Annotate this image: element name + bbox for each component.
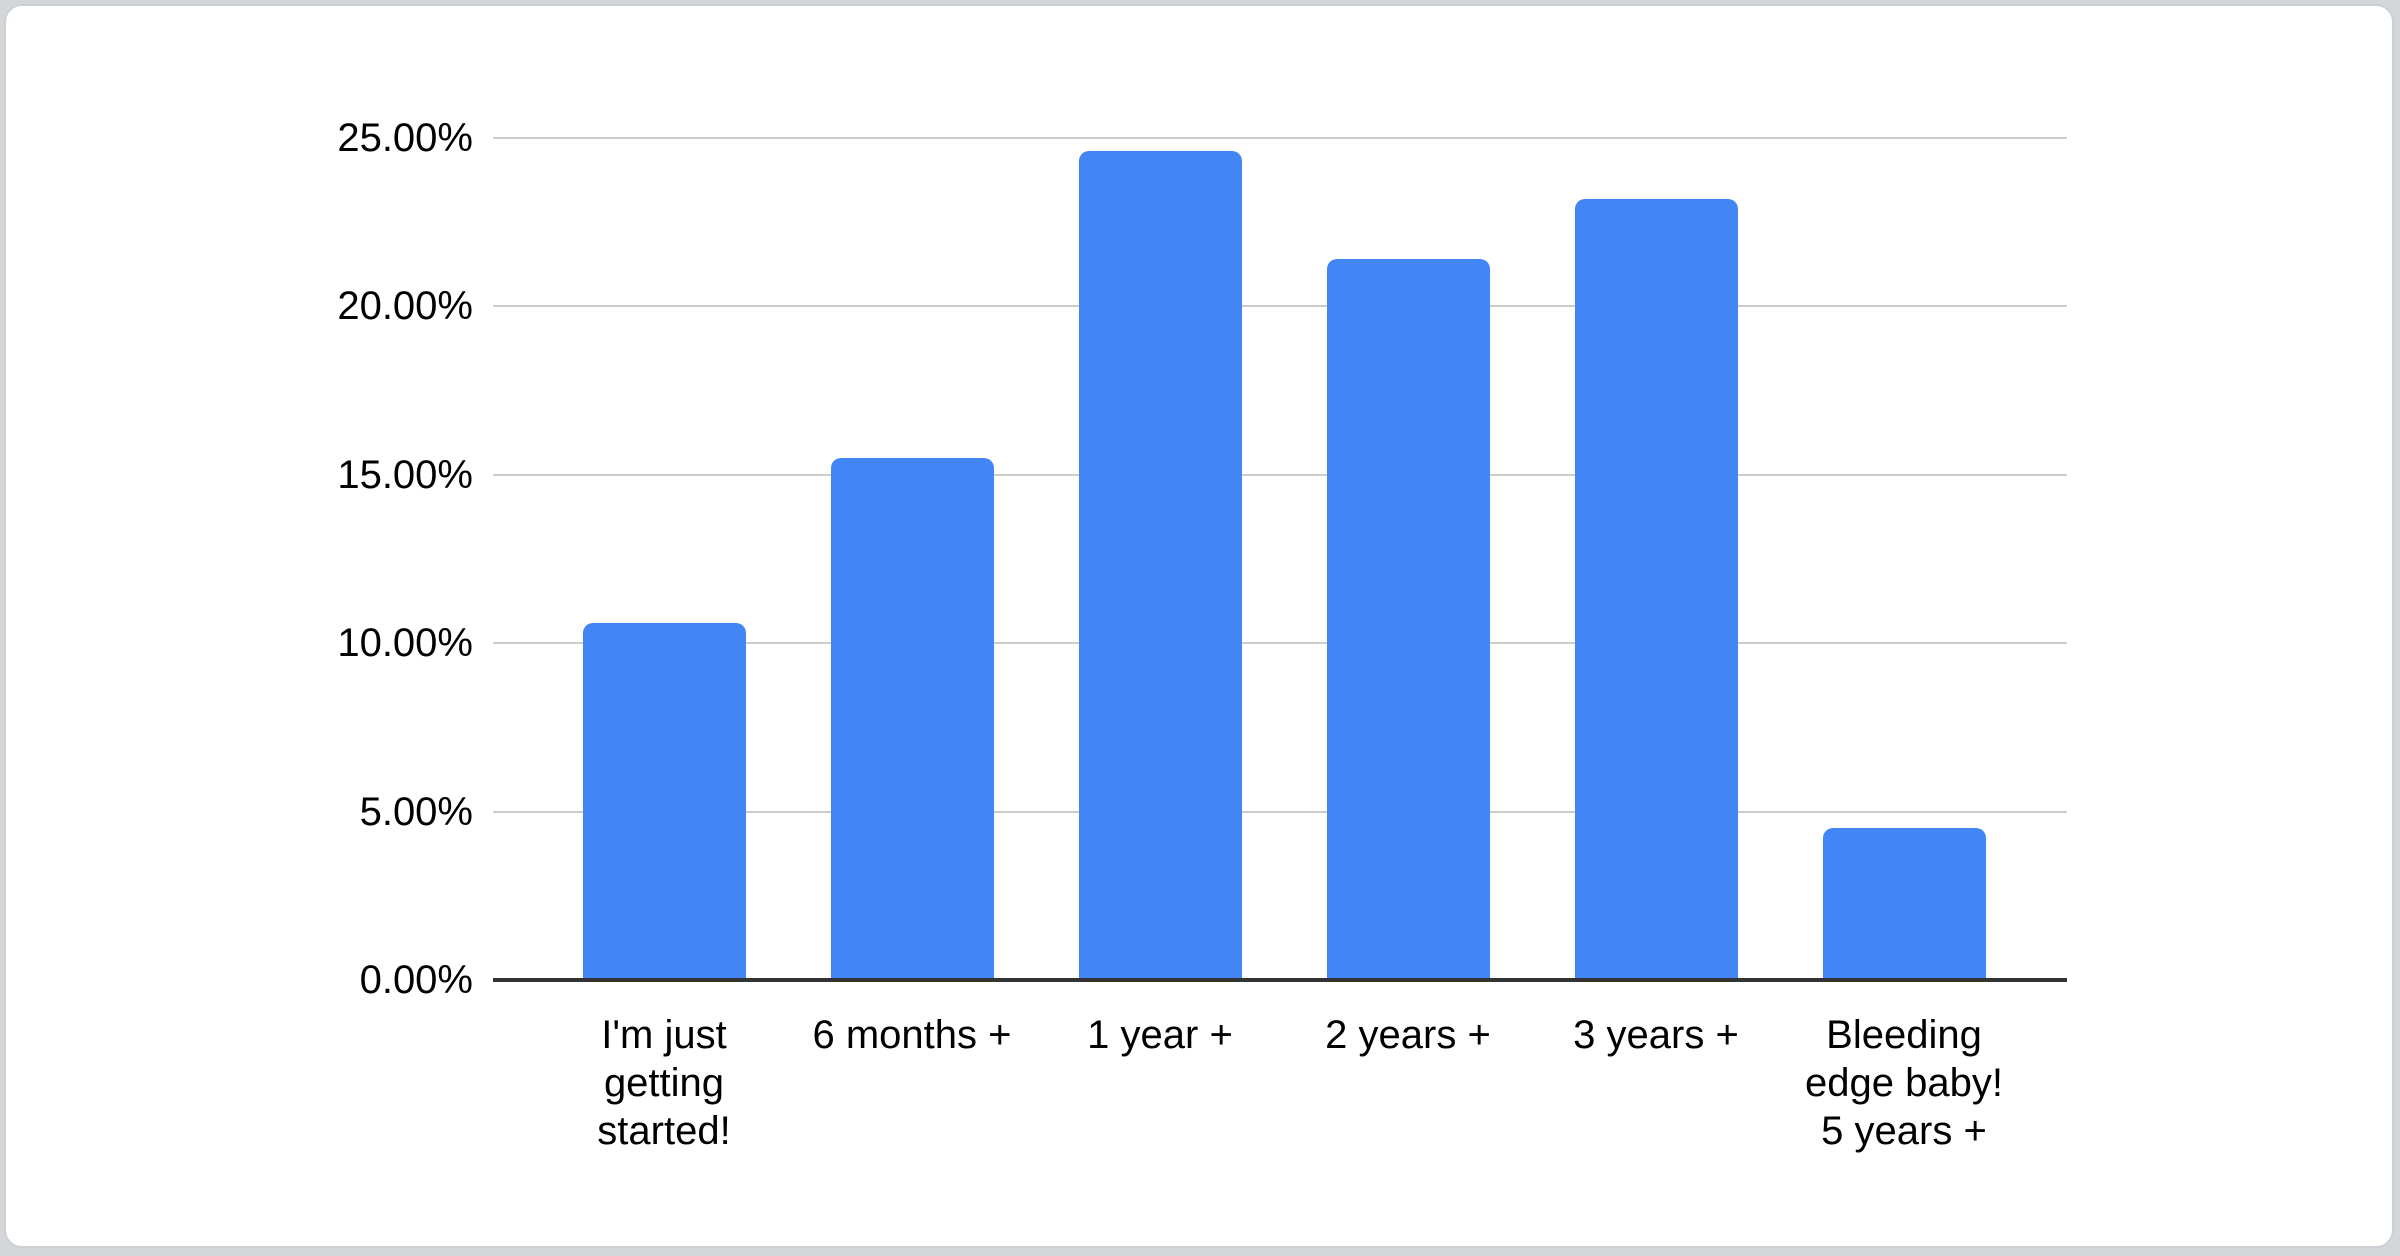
bar-3[interactable] bbox=[1078, 151, 1242, 980]
bar-6[interactable] bbox=[1822, 828, 1986, 980]
bar-4[interactable] bbox=[1326, 259, 1490, 980]
bar-1[interactable] bbox=[582, 622, 746, 980]
bar-5[interactable] bbox=[1574, 198, 1738, 980]
bar-2[interactable] bbox=[830, 457, 994, 980]
